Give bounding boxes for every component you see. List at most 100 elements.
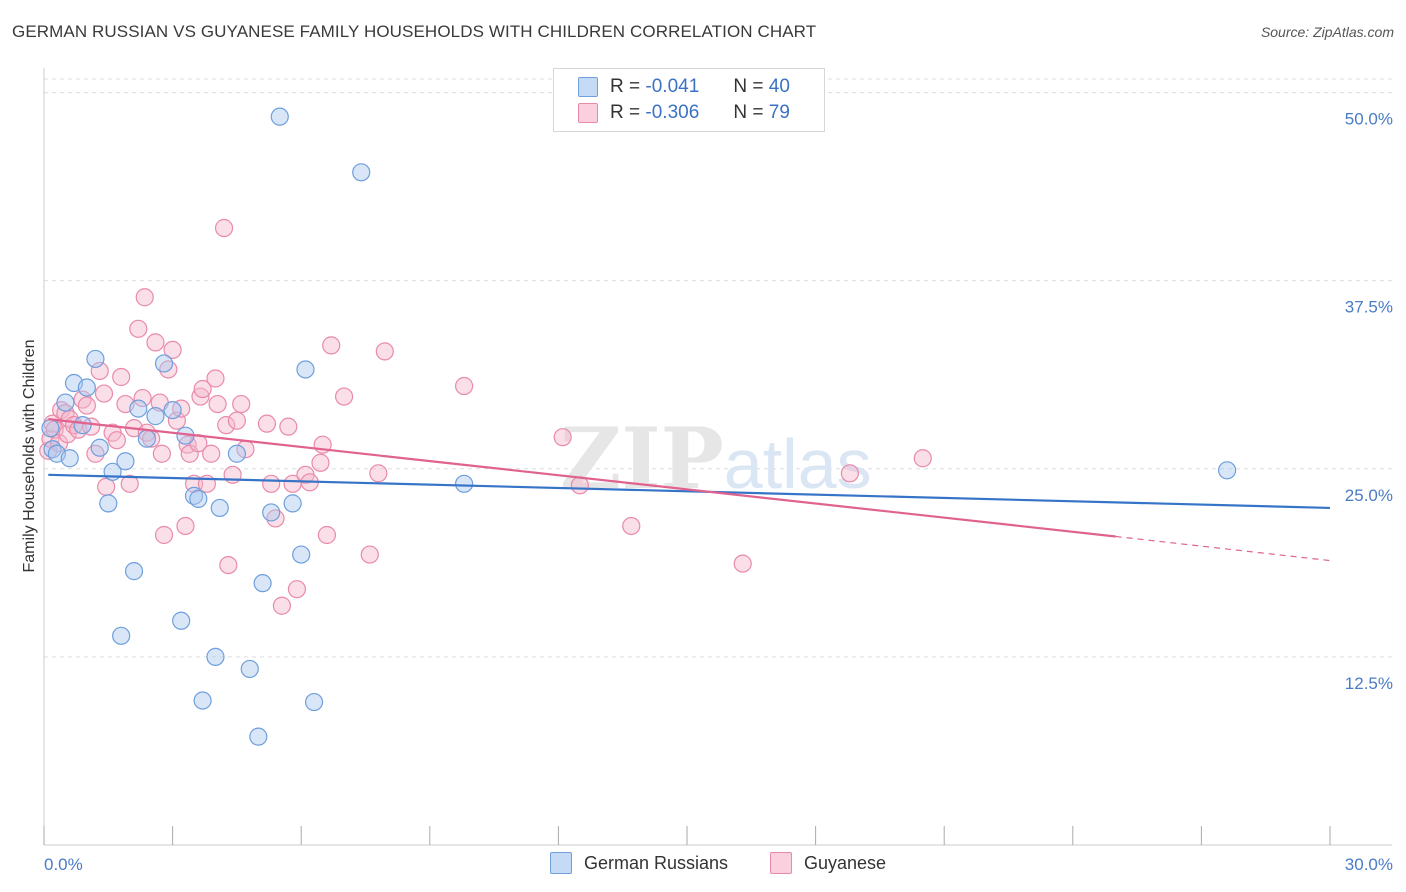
- data-point: [227, 444, 246, 463]
- x-tick-labels: 0.0% 30.0%: [44, 855, 1393, 874]
- data-point: [58, 425, 77, 444]
- data-point: [240, 659, 259, 679]
- data-point: [41, 419, 60, 438]
- axes: [43, 68, 1392, 846]
- legend-row-german-russians: R = -0.041 N = 40: [578, 75, 790, 99]
- data-point: [249, 727, 268, 746]
- data-point: [304, 692, 324, 712]
- data-point: [553, 428, 572, 447]
- legend-r-label: R =: [610, 76, 641, 97]
- data-point: [454, 376, 474, 396]
- data-point: [733, 554, 752, 573]
- data-point: [193, 691, 212, 710]
- bottom-legend-label: German Russians: [584, 852, 729, 873]
- legend-r-value: -0.306: [645, 102, 700, 123]
- data-point: [146, 407, 165, 426]
- bottom-legend-swatch-blue: [550, 852, 572, 874]
- legend-r-label: R =: [610, 102, 641, 123]
- data-point: [124, 562, 144, 581]
- data-point: [292, 545, 311, 564]
- data-point: [253, 574, 272, 593]
- data-point: [137, 429, 156, 448]
- data-point: [214, 218, 234, 238]
- data-point: [296, 360, 315, 379]
- data-point: [172, 611, 191, 630]
- data-point: [73, 416, 92, 435]
- data-point: [99, 494, 118, 513]
- trend-line-german-russians: [48, 473, 1331, 510]
- data-point: [206, 647, 225, 666]
- data-point: [191, 387, 210, 406]
- data-point: [840, 464, 859, 483]
- data-point: [112, 626, 131, 645]
- data-point: [257, 414, 277, 433]
- data-point: [287, 580, 307, 599]
- legend-swatch-pink: [578, 103, 598, 123]
- y-tick-label: 25.0%: [1345, 486, 1393, 505]
- data-point: [97, 477, 116, 496]
- bottom-legend-german-russians: German Russians: [550, 852, 728, 874]
- source-label: Source: ZipAtlas.com: [1260, 24, 1394, 40]
- data-point: [622, 516, 641, 536]
- data-point: [311, 453, 330, 472]
- data-point: [90, 438, 109, 457]
- data-point: [1218, 461, 1237, 480]
- data-point: [129, 399, 148, 418]
- data-point: [283, 494, 302, 513]
- bottom-legend-guyanese: Guyanese: [770, 852, 886, 874]
- data-point: [133, 388, 152, 408]
- data-point: [272, 596, 292, 615]
- data-point: [570, 476, 589, 495]
- data-point: [232, 394, 251, 414]
- y-axis-label: Family Households with Children: [21, 340, 38, 573]
- legend-n-label: N =: [733, 102, 764, 123]
- data-point: [270, 107, 289, 126]
- gridlines: [44, 78, 1392, 658]
- data-point: [454, 474, 474, 493]
- data-point: [120, 474, 139, 493]
- data-point: [152, 444, 171, 463]
- data-point: [189, 489, 208, 508]
- data-point: [369, 464, 388, 483]
- x-tick-label-min: 0.0%: [44, 855, 83, 874]
- data-point: [262, 474, 281, 493]
- data-point: [77, 396, 96, 415]
- legend-n-label: N =: [733, 76, 764, 97]
- data-point: [154, 525, 174, 545]
- german-russians-points: [41, 107, 1237, 746]
- y-tick-labels: 12.5% 25.0% 37.5% 50.0%: [1345, 110, 1393, 693]
- data-point: [262, 503, 281, 522]
- data-point: [206, 369, 225, 388]
- trend-line-guyanese: [48, 418, 1116, 538]
- y-tick-label: 37.5%: [1345, 298, 1393, 317]
- data-point: [90, 361, 109, 381]
- data-point: [193, 379, 212, 399]
- bottom-legend-label: Guyanese: [804, 852, 887, 873]
- data-point: [217, 416, 236, 435]
- data-point: [219, 555, 238, 575]
- data-point: [77, 378, 96, 397]
- data-point: [322, 336, 341, 355]
- data-point: [163, 400, 182, 420]
- data-point: [317, 525, 337, 545]
- trend-line-guyanese-extension: [1115, 535, 1331, 562]
- y-tick-label: 50.0%: [1345, 110, 1393, 129]
- data-point: [135, 288, 154, 307]
- data-point: [167, 411, 186, 430]
- data-point: [107, 431, 126, 450]
- data-point: [56, 393, 75, 412]
- data-point: [94, 384, 114, 403]
- data-point: [208, 394, 227, 414]
- legend-swatch-blue: [578, 77, 598, 97]
- data-point: [352, 163, 371, 182]
- legend-row-guyanese: R = -0.306 N = 79: [578, 101, 790, 125]
- data-point: [116, 452, 135, 471]
- data-point: [112, 367, 131, 387]
- trend-lines: [48, 418, 1331, 562]
- legend-n-value: 79: [768, 102, 790, 123]
- legend-n-value: 40: [768, 76, 790, 97]
- legend: R = -0.041 N = 40 R = -0.306 N = 79: [553, 68, 825, 132]
- data-point: [86, 349, 105, 369]
- legend-r-value: -0.041: [645, 76, 700, 97]
- data-point: [360, 545, 379, 564]
